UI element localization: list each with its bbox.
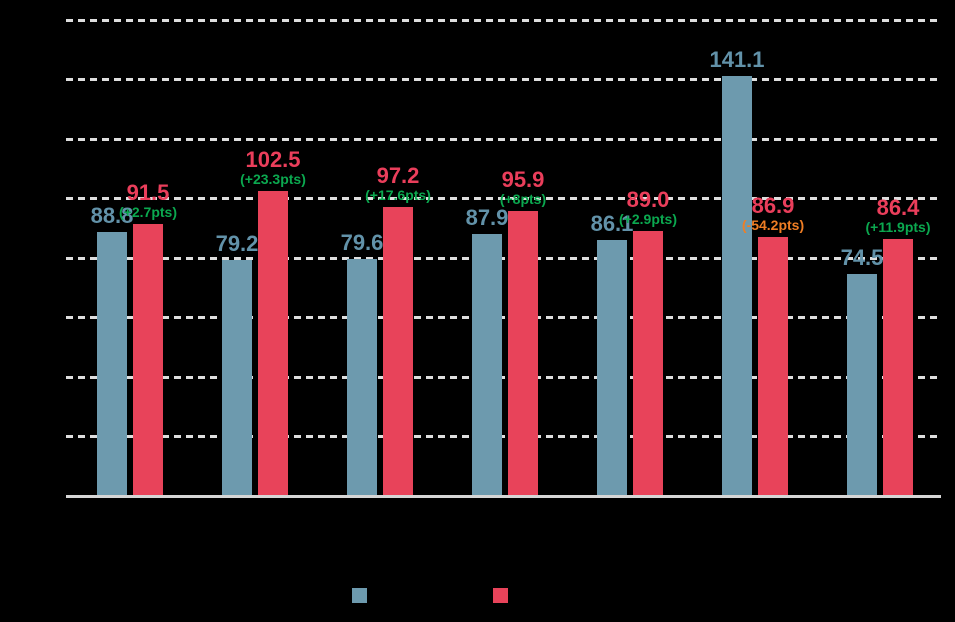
value-label-red: 95.9: [501, 167, 545, 192]
value-label-blue: 86.1: [590, 211, 634, 236]
bar-red: [133, 224, 163, 496]
gridline: [66, 138, 941, 141]
value-label-group-red: 97.2 (+17.6pts): [323, 164, 473, 203]
bar-blue: [97, 232, 127, 496]
value-label-red: 86.4: [876, 195, 920, 220]
delta-label: (+8pts): [499, 191, 547, 207]
value-label-blue: 79.2: [215, 231, 259, 256]
bar-red: [758, 237, 788, 496]
value-label-group-red: 91.5 (+2.7pts): [73, 181, 223, 220]
gridline: [66, 257, 941, 260]
value-label-blue: 88.8: [90, 203, 134, 228]
bar-blue: [847, 274, 877, 496]
legend-swatch-red: [493, 588, 508, 603]
value-label-red: 86.9: [751, 193, 795, 218]
value-label-red: 97.2: [376, 163, 420, 188]
x-axis-line: [66, 495, 941, 498]
delta-label: (+17.6pts): [365, 187, 431, 203]
value-label-group-red: 95.9 (+8pts): [448, 168, 598, 207]
delta-label: (+2.9pts): [619, 211, 677, 227]
value-label-red: 91.5: [126, 180, 170, 205]
gridline: [66, 197, 941, 200]
bar-blue: [597, 240, 627, 496]
bar-blue: [472, 234, 502, 496]
delta-label: (-54.2pts): [741, 217, 805, 233]
bar-red: [633, 231, 663, 496]
gridline: [66, 435, 941, 438]
gridline: [66, 316, 941, 319]
value-label-red: 102.5: [245, 147, 301, 172]
bar-red: [258, 191, 288, 496]
value-label-blue: 74.5: [840, 245, 884, 270]
value-label-blue: 141.1: [709, 47, 765, 72]
bar-red: [383, 207, 413, 496]
delta-label: (+23.3pts): [240, 171, 306, 187]
bar-red: [508, 211, 538, 496]
bar-blue: [722, 76, 752, 496]
bar-blue: [347, 259, 377, 496]
gridline: [66, 78, 941, 81]
delta-label: (+11.9pts): [865, 219, 931, 235]
bar-red: [883, 239, 913, 496]
value-label-blue: 79.6: [340, 230, 384, 255]
gridline: [66, 376, 941, 379]
value-label-red: 89.0: [626, 187, 670, 212]
value-label-group-red: 102.5 (+23.3pts): [198, 148, 348, 187]
value-label-group-red: 86.9 (-54.2pts): [698, 194, 848, 233]
value-label-group-red: 89.0 (+2.9pts): [573, 188, 723, 227]
gridline: [66, 19, 941, 22]
bar-blue: [222, 260, 252, 496]
value-label-group-red: 86.4 (+11.9pts): [823, 196, 955, 235]
legend-swatch-blue: [352, 588, 367, 603]
delta-label: (+2.7pts): [119, 204, 177, 220]
value-label-blue: 87.9: [465, 205, 509, 230]
